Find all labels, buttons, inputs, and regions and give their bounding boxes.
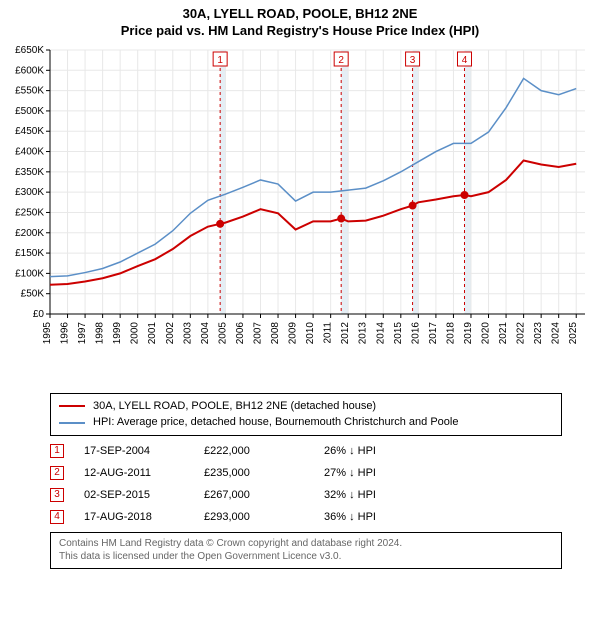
y-tick-label: £350K (15, 167, 44, 178)
marker-number: 2 (338, 55, 344, 66)
sale-date: 17-AUG-2018 (84, 511, 184, 523)
chart-title-block: 30A, LYELL ROAD, POOLE, BH12 2NE Price p… (0, 0, 600, 42)
x-tick-label: 1995 (42, 321, 53, 344)
legend-label: HPI: Average price, detached house, Bour… (93, 414, 458, 431)
x-tick-label: 2004 (200, 321, 211, 344)
sale-date: 12-AUG-2011 (84, 467, 184, 479)
sale-marker: 3 (50, 488, 64, 502)
chart-svg: £0 £50K £100K £150K £200K £250K £300K £350K £400… (0, 42, 600, 382)
title-line-1: 30A, LYELL ROAD, POOLE, BH12 2NE (0, 6, 600, 23)
sale-price: £293,000 (204, 511, 304, 523)
x-tick-label: 2017 (428, 321, 439, 344)
shaded-band (464, 50, 470, 314)
sale-price: £267,000 (204, 489, 304, 501)
chart-area: £0 £50K £100K £150K £200K £250K £300K £350K £400… (0, 42, 600, 387)
x-tick-label: 2010 (305, 321, 316, 344)
y-tick-label: £450K (15, 126, 44, 137)
x-tick-label: 2014 (375, 321, 386, 344)
y-tick-label: £650K (15, 45, 44, 56)
marker-dot (216, 220, 224, 228)
x-tick-label: 2001 (147, 321, 158, 344)
sale-date: 02-SEP-2015 (84, 489, 184, 501)
x-tick-label: 2021 (498, 321, 509, 344)
y-tick-label: £500K (15, 106, 44, 117)
x-tick-label: 1996 (60, 321, 71, 344)
legend-swatch (59, 422, 85, 424)
x-tick-label: 2018 (445, 321, 456, 344)
x-tick-label: 2024 (551, 321, 562, 344)
y-tick-label: £100K (15, 268, 44, 279)
y-tick-label: £550K (15, 85, 44, 96)
sale-row: 2 12-AUG-2011 £235,000 27% ↓ HPI (50, 462, 562, 484)
y-tick-label: £0 (33, 309, 45, 320)
y-tick-label: £600K (15, 65, 44, 76)
y-tick-label: £300K (15, 187, 44, 198)
y-tick-label: £150K (15, 248, 44, 259)
sale-row: 3 02-SEP-2015 £267,000 32% ↓ HPI (50, 484, 562, 506)
sale-delta: 32% ↓ HPI (324, 489, 424, 501)
sale-marker: 1 (50, 444, 64, 458)
x-tick-label: 2015 (393, 321, 404, 344)
marker-number: 4 (462, 55, 468, 66)
legend-row: HPI: Average price, detached house, Bour… (59, 414, 553, 431)
sale-delta: 27% ↓ HPI (324, 467, 424, 479)
x-tick-label: 2009 (288, 321, 299, 344)
marker-dot (337, 214, 345, 222)
legend: 30A, LYELL ROAD, POOLE, BH12 2NE (detach… (50, 393, 562, 436)
x-tick-label: 2013 (358, 321, 369, 344)
x-tick-label: 1997 (77, 321, 88, 344)
x-tick-label: 2003 (182, 321, 193, 344)
x-tick-label: 2000 (130, 321, 141, 344)
x-tick-label: 2022 (516, 321, 527, 344)
footer-line-1: Contains HM Land Registry data © Crown c… (59, 537, 553, 551)
marker-number: 3 (410, 55, 416, 66)
x-tick-label: 2012 (340, 321, 351, 344)
shaded-band (220, 50, 225, 314)
x-tick-label: 2008 (270, 321, 281, 344)
marker-dot (460, 191, 468, 199)
marker-number: 1 (217, 55, 223, 66)
y-tick-label: £250K (15, 207, 44, 218)
x-tick-label: 1998 (95, 321, 106, 344)
x-tick-label: 2020 (481, 321, 492, 344)
marker-dot (409, 201, 417, 209)
x-tick-label: 1999 (112, 321, 123, 344)
sale-date: 17-SEP-2004 (84, 445, 184, 457)
sale-marker: 2 (50, 466, 64, 480)
x-tick-label: 2025 (568, 321, 579, 344)
y-tick-label: £200K (15, 228, 44, 239)
sale-price: £235,000 (204, 467, 304, 479)
title-line-2: Price paid vs. HM Land Registry's House … (0, 23, 600, 40)
sale-price: £222,000 (204, 445, 304, 457)
x-tick-label: 2005 (217, 321, 228, 344)
x-tick-label: 2007 (252, 321, 263, 344)
sale-delta: 26% ↓ HPI (324, 445, 424, 457)
footer-attribution: Contains HM Land Registry data © Crown c… (50, 532, 562, 569)
sale-marker: 4 (50, 510, 64, 524)
x-tick-label: 2011 (323, 321, 334, 343)
legend-label: 30A, LYELL ROAD, POOLE, BH12 2NE (detach… (93, 398, 376, 415)
sale-row: 4 17-AUG-2018 £293,000 36% ↓ HPI (50, 506, 562, 528)
sales-table: 1 17-SEP-2004 £222,000 26% ↓ HPI 2 12-AUG-201… (50, 440, 562, 528)
legend-row: 30A, LYELL ROAD, POOLE, BH12 2NE (detach… (59, 398, 553, 415)
sale-delta: 36% ↓ HPI (324, 511, 424, 523)
shaded-band (341, 50, 348, 314)
x-tick-label: 2019 (463, 321, 474, 344)
x-tick-label: 2006 (235, 321, 246, 344)
footer-line-2: This data is licensed under the Open Gov… (59, 550, 553, 564)
x-tick-label: 2023 (533, 321, 544, 344)
shaded-band (413, 50, 419, 314)
x-tick-label: 2016 (410, 321, 421, 344)
x-tick-label: 2002 (165, 321, 176, 344)
y-tick-label: £50K (21, 288, 45, 299)
legend-swatch (59, 405, 85, 407)
sale-row: 1 17-SEP-2004 £222,000 26% ↓ HPI (50, 440, 562, 462)
y-tick-label: £400K (15, 146, 44, 157)
